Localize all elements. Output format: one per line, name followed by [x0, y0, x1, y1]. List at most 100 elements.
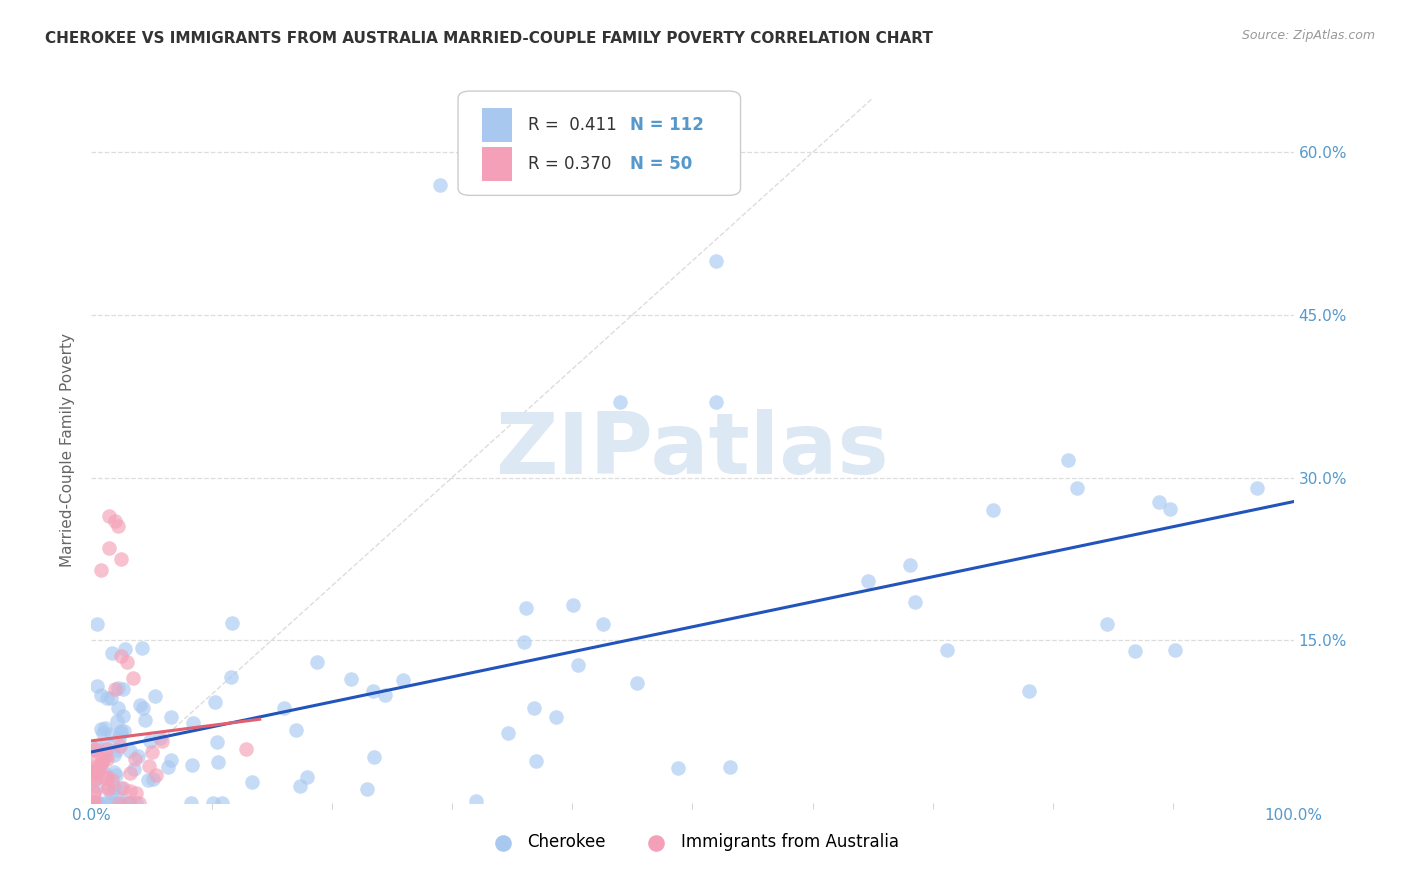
Point [117, 655, 139, 669]
Point [107, 701, 129, 715]
Point [363, 750, 385, 764]
Point [90, 758, 112, 772]
Point [297, 770, 319, 784]
Point [138, 759, 160, 773]
Point [496, 726, 519, 740]
Point [235, 741, 257, 756]
Point [202, 796, 225, 810]
Point [86, 616, 108, 631]
Point [98, 796, 121, 810]
Point [90, 688, 112, 702]
Point [89, 796, 111, 810]
Point [124, 752, 146, 766]
Point [156, 760, 179, 774]
Point [561, 598, 583, 612]
Point [207, 756, 229, 770]
Point [142, 772, 165, 787]
Point [159, 709, 181, 723]
FancyBboxPatch shape [482, 147, 512, 181]
Point [83, 759, 105, 773]
Point [125, 786, 148, 800]
Point [90, 563, 112, 577]
Point [340, 672, 363, 686]
Point [107, 681, 129, 696]
Point [546, 710, 568, 724]
Point [98, 541, 121, 555]
Point [83, 766, 105, 780]
Point [105, 790, 128, 805]
Point [91, 751, 114, 765]
Point [103, 747, 125, 762]
Point [207, 735, 229, 749]
Point [145, 767, 167, 781]
Point [86, 762, 108, 776]
Point [122, 762, 145, 776]
Point [112, 724, 135, 739]
Point [284, 723, 307, 738]
Point [125, 796, 148, 810]
FancyBboxPatch shape [482, 108, 512, 142]
Point [97, 780, 120, 794]
Point [288, 779, 311, 793]
Point [103, 764, 125, 779]
Point [1159, 502, 1181, 516]
Point [111, 781, 134, 796]
Point [83, 796, 105, 810]
Point [86, 680, 108, 694]
Point [86, 796, 108, 810]
Point [567, 657, 589, 672]
Point [221, 616, 243, 631]
Point [935, 642, 957, 657]
Point [91, 726, 114, 740]
Point [523, 701, 546, 715]
Point [981, 503, 1004, 517]
Text: N = 50: N = 50 [630, 155, 692, 173]
Point [1246, 482, 1268, 496]
Point [1123, 644, 1146, 658]
Point [120, 765, 142, 780]
Point [128, 698, 150, 713]
Text: CHEROKEE VS IMMIGRANTS FROM AUSTRALIA MARRIED-COUPLE FAMILY POVERTY CORRELATION : CHEROKEE VS IMMIGRANTS FROM AUSTRALIA MA… [45, 31, 932, 46]
Point [1164, 643, 1187, 657]
Point [150, 734, 173, 748]
Point [356, 781, 378, 796]
Point [110, 781, 132, 796]
Point [94, 796, 117, 810]
Point [104, 514, 127, 528]
Point [94, 771, 117, 785]
Point [132, 701, 155, 715]
Point [180, 796, 202, 810]
Point [465, 794, 488, 808]
Point [93, 721, 115, 735]
Point [374, 688, 396, 702]
Point [90, 722, 112, 736]
FancyBboxPatch shape [458, 91, 741, 195]
Point [149, 731, 172, 745]
Point [718, 760, 741, 774]
Point [94, 767, 117, 781]
Point [100, 691, 122, 706]
Legend: Cherokee, Immigrants from Australia: Cherokee, Immigrants from Australia [479, 827, 905, 858]
Point [86, 763, 108, 777]
Point [898, 558, 921, 572]
Point [1066, 482, 1088, 496]
Point [83, 772, 105, 786]
Point [98, 508, 121, 523]
Point [83, 786, 105, 800]
Point [115, 796, 138, 810]
Point [97, 782, 120, 797]
Point [100, 646, 122, 660]
Point [513, 634, 536, 648]
Point [904, 595, 927, 609]
Point [118, 796, 141, 810]
Point [83, 765, 105, 780]
Point [181, 716, 204, 731]
Point [104, 681, 127, 696]
Point [211, 796, 233, 810]
Point [609, 394, 631, 409]
Point [143, 689, 166, 703]
Point [1095, 617, 1118, 632]
Point [127, 748, 149, 763]
Point [83, 754, 105, 768]
Point [104, 768, 127, 782]
